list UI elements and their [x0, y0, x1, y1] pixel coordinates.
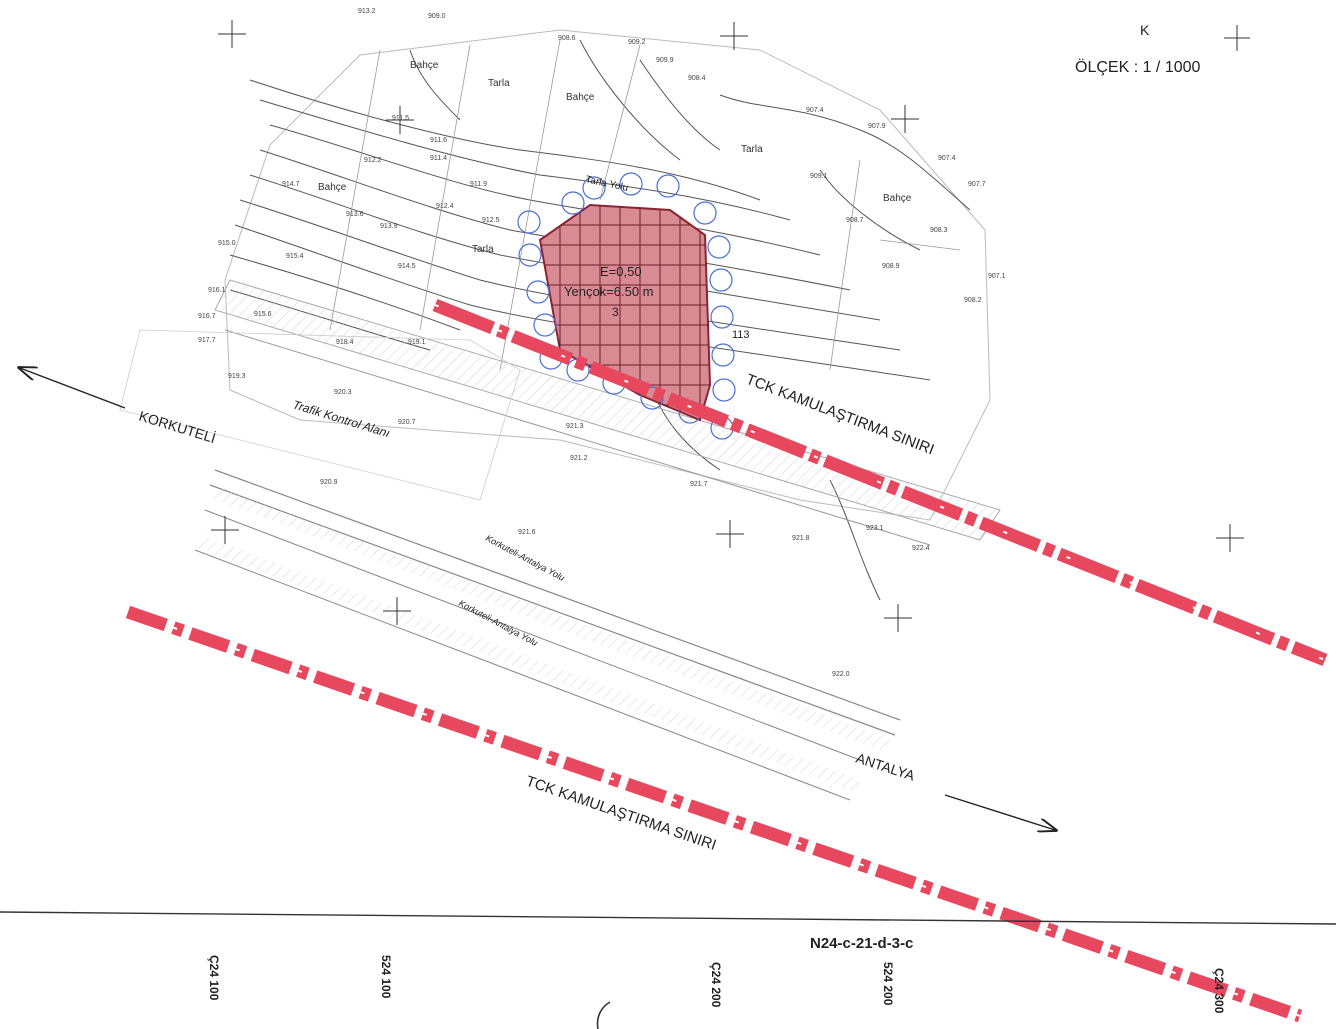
road-edge: [224, 329, 931, 546]
spot-elevation: 909.2: [628, 39, 646, 46]
road-edge: [194, 549, 851, 801]
spot-elevation: 907.1: [988, 273, 1006, 280]
road-edge: [204, 509, 861, 761]
spot-elevation: 913.9: [380, 223, 398, 230]
spot-elevation: 914.7: [282, 181, 300, 188]
land-use-label: Tarla: [472, 244, 494, 255]
spot-elevation: 921.2: [570, 455, 588, 462]
survey-area-outline: [224, 29, 991, 521]
spot-elevation: 915.4: [286, 253, 304, 260]
spot-elevation: 908.4: [688, 75, 706, 82]
spot-elevation: 915.6: [254, 311, 272, 318]
spot-elevation: 909.0: [428, 13, 446, 20]
direction-label-antalya: ANTALYA: [854, 750, 917, 784]
spot-elevation: 908.9: [882, 263, 900, 270]
spot-elevation: 911.6: [430, 137, 447, 144]
spot-elevation: 920.9: [320, 479, 338, 486]
spot-elevation: 914.5: [398, 263, 416, 270]
land-use-label: Bahçe: [566, 92, 595, 103]
spot-elevation: 918.4: [336, 339, 354, 346]
road-hatched-median: [210, 485, 890, 752]
spot-elevation: 908.3: [930, 227, 948, 234]
sheet-code-label: N24-c-21-d-3-c: [810, 935, 913, 952]
spot-elevation: 920.3: [334, 389, 352, 396]
spot-elevation: 915.0: [218, 240, 236, 247]
road-corridor: [214, 279, 1001, 541]
road-edge: [214, 469, 901, 721]
spot-elevation: 907.7: [968, 181, 986, 188]
traffic-control-area-label: Trafik Kontrol Alanı: [291, 397, 391, 440]
parcel-label-line3: 3: [612, 305, 619, 319]
grid-tick-label: Ç24 300: [1212, 968, 1226, 1014]
spot-elevation: 921.6: [518, 529, 536, 536]
parcel-lines: [329, 39, 961, 371]
spot-elevation: 921.3: [566, 423, 584, 430]
north-label: K: [1140, 22, 1150, 38]
spot-elevation: 916.7: [198, 313, 216, 320]
parcel-marker-label: 113: [732, 329, 750, 341]
spot-elevation: 908.7: [846, 217, 864, 224]
arrow-to-antalya: [944, 794, 1055, 830]
spot-elevations: 913.2 909.0 908.6 909.2 909.9 908.4 907.…: [198, 8, 1006, 678]
land-use-label: Tarla: [488, 78, 510, 89]
spot-elevation: 909.9: [656, 57, 674, 64]
spot-elevation: 923.1: [866, 525, 884, 532]
spot-elevation: 911.9: [470, 181, 487, 188]
sheet-frame-line: [0, 911, 1336, 925]
spot-elevation: 908.6: [558, 35, 576, 42]
grid-tick-label: 524 100: [379, 955, 393, 999]
grid-tick-label: Ç24 200: [709, 962, 723, 1008]
arrow-to-korkuteli: [20, 368, 126, 409]
land-use-labels: Bahçe Tarla Bahçe Tarla Bahçe Tarla Bahç…: [318, 60, 912, 255]
spot-elevation: 919.1: [408, 339, 426, 346]
expropriation-boundary-upper: [432, 298, 1328, 667]
spot-elevation: 912.2: [364, 157, 382, 164]
contour-lines: [229, 39, 971, 601]
spot-elevation: 920.7: [398, 419, 416, 426]
registration-crosses: [211, 20, 1250, 632]
grid-tick-labels: Ç24 100 524 100 Ç24 200 524 200 Ç24 300: [207, 955, 1226, 1014]
parcel-label-line1: E=0,50: [600, 264, 642, 279]
land-use-label: Bahçe: [410, 60, 439, 71]
spot-elevation: 907.4: [938, 155, 956, 162]
bottom-curve-mark: [596, 1001, 611, 1029]
spot-elevation: 921.8: [792, 535, 810, 542]
spot-elevation: 912.4: [436, 203, 454, 210]
spot-elevation: 919.3: [228, 373, 246, 380]
spot-elevation: 916.1: [208, 287, 226, 294]
grid-tick-label: 524 200: [881, 962, 895, 1006]
traffic-control-area-outline: [119, 329, 521, 501]
spot-elevation: 917.7: [198, 337, 216, 344]
spot-elevation: 908.2: [964, 297, 982, 304]
road-label-upper: Korkuteli-Antalya Yolu: [484, 533, 566, 583]
spot-elevation: 911.5: [392, 115, 409, 122]
spot-elevation: 907.9: [868, 123, 886, 130]
spot-elevation: 912.5: [482, 217, 500, 224]
grid-tick-label: Ç24 100: [207, 955, 221, 1001]
land-use-label: Tarla: [741, 144, 763, 155]
spot-elevation: 921.7: [690, 481, 708, 488]
land-use-label: Bahçe: [883, 193, 912, 204]
expropriation-boundary-lower: [125, 605, 1303, 1023]
spot-elevation: 909.1: [810, 173, 828, 180]
direction-label-korkuteli: KORKUTELİ: [137, 407, 218, 446]
spot-elevation: 913.2: [358, 8, 376, 15]
spot-elevation: 913.6: [346, 211, 364, 218]
parcel-label-line2: Yençok=6.50 m: [564, 284, 654, 299]
road-hatched-median: [195, 535, 860, 792]
spot-elevation: 922.0: [832, 671, 850, 678]
spot-elevation: 922.4: [912, 545, 930, 552]
boundary-label-lower: TCK KAMULAŞTIRMA SINIRI: [524, 773, 719, 854]
spot-elevation: 911.4: [430, 155, 447, 162]
land-use-label: Bahçe: [318, 182, 347, 193]
scale-label: ÖLÇEK : 1 / 1000: [1075, 58, 1201, 76]
spot-elevation: 907.4: [806, 107, 824, 114]
